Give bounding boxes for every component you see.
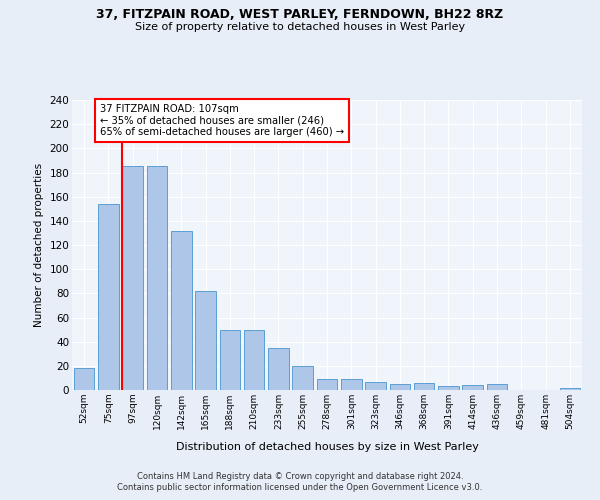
Bar	[244, 330, 265, 390]
Bar	[220, 330, 240, 390]
Bar	[146, 166, 167, 390]
Text: Distribution of detached houses by size in West Parley: Distribution of detached houses by size …	[176, 442, 478, 452]
Text: Contains public sector information licensed under the Open Government Licence v3: Contains public sector information licen…	[118, 484, 482, 492]
Text: 37, FITZPAIN ROAD, WEST PARLEY, FERNDOWN, BH22 8RZ: 37, FITZPAIN ROAD, WEST PARLEY, FERNDOWN…	[97, 8, 503, 20]
Bar	[317, 379, 337, 390]
Bar	[292, 366, 313, 390]
Y-axis label: Number of detached properties: Number of detached properties	[34, 163, 44, 327]
Bar	[487, 384, 508, 390]
Text: Size of property relative to detached houses in West Parley: Size of property relative to detached ho…	[135, 22, 465, 32]
Bar	[414, 383, 434, 390]
Bar	[389, 384, 410, 390]
Bar	[171, 230, 191, 390]
Bar	[341, 379, 362, 390]
Bar	[195, 291, 216, 390]
Bar	[560, 388, 580, 390]
Text: Contains HM Land Registry data © Crown copyright and database right 2024.: Contains HM Land Registry data © Crown c…	[137, 472, 463, 481]
Bar	[365, 382, 386, 390]
Text: 37 FITZPAIN ROAD: 107sqm
← 35% of detached houses are smaller (246)
65% of semi-: 37 FITZPAIN ROAD: 107sqm ← 35% of detach…	[100, 104, 344, 137]
Bar	[463, 385, 483, 390]
Bar	[74, 368, 94, 390]
Bar	[122, 166, 143, 390]
Bar	[98, 204, 119, 390]
Bar	[438, 386, 459, 390]
Bar	[268, 348, 289, 390]
